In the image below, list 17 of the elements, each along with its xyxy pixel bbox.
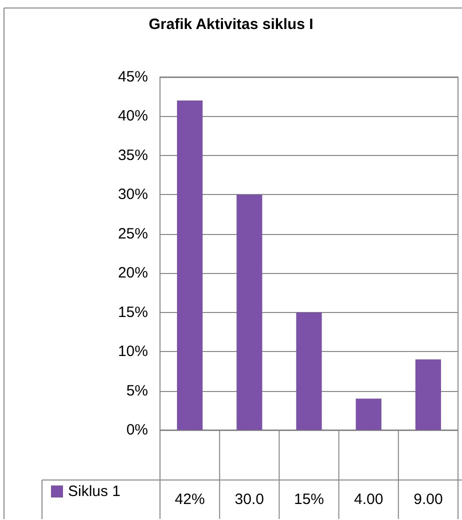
y-tick-label: 10% (118, 343, 148, 360)
y-tick-label: 35% (118, 146, 148, 164)
data-label: 42% (174, 491, 205, 508)
chart-title: Grafik Aktivitas siklus I (148, 16, 314, 33)
y-tick-label: 30% (118, 186, 148, 204)
data-label: 4.00 (354, 491, 384, 508)
y-tick-label: 0% (126, 422, 148, 438)
y-tick-label: 40% (118, 108, 148, 125)
y-tick-label: 15% (118, 304, 148, 321)
y-tick-label: 20% (118, 264, 148, 282)
data-label: 30.0 (234, 491, 264, 508)
y-tick-label: 25% (118, 225, 148, 242)
data-label: 9.00 (414, 491, 443, 508)
y-tick-label: 45% (118, 68, 148, 86)
y-tick-label: 5% (126, 382, 148, 400)
legend-label: Siklus 1 (68, 483, 121, 500)
data-label: 15% (294, 491, 324, 508)
